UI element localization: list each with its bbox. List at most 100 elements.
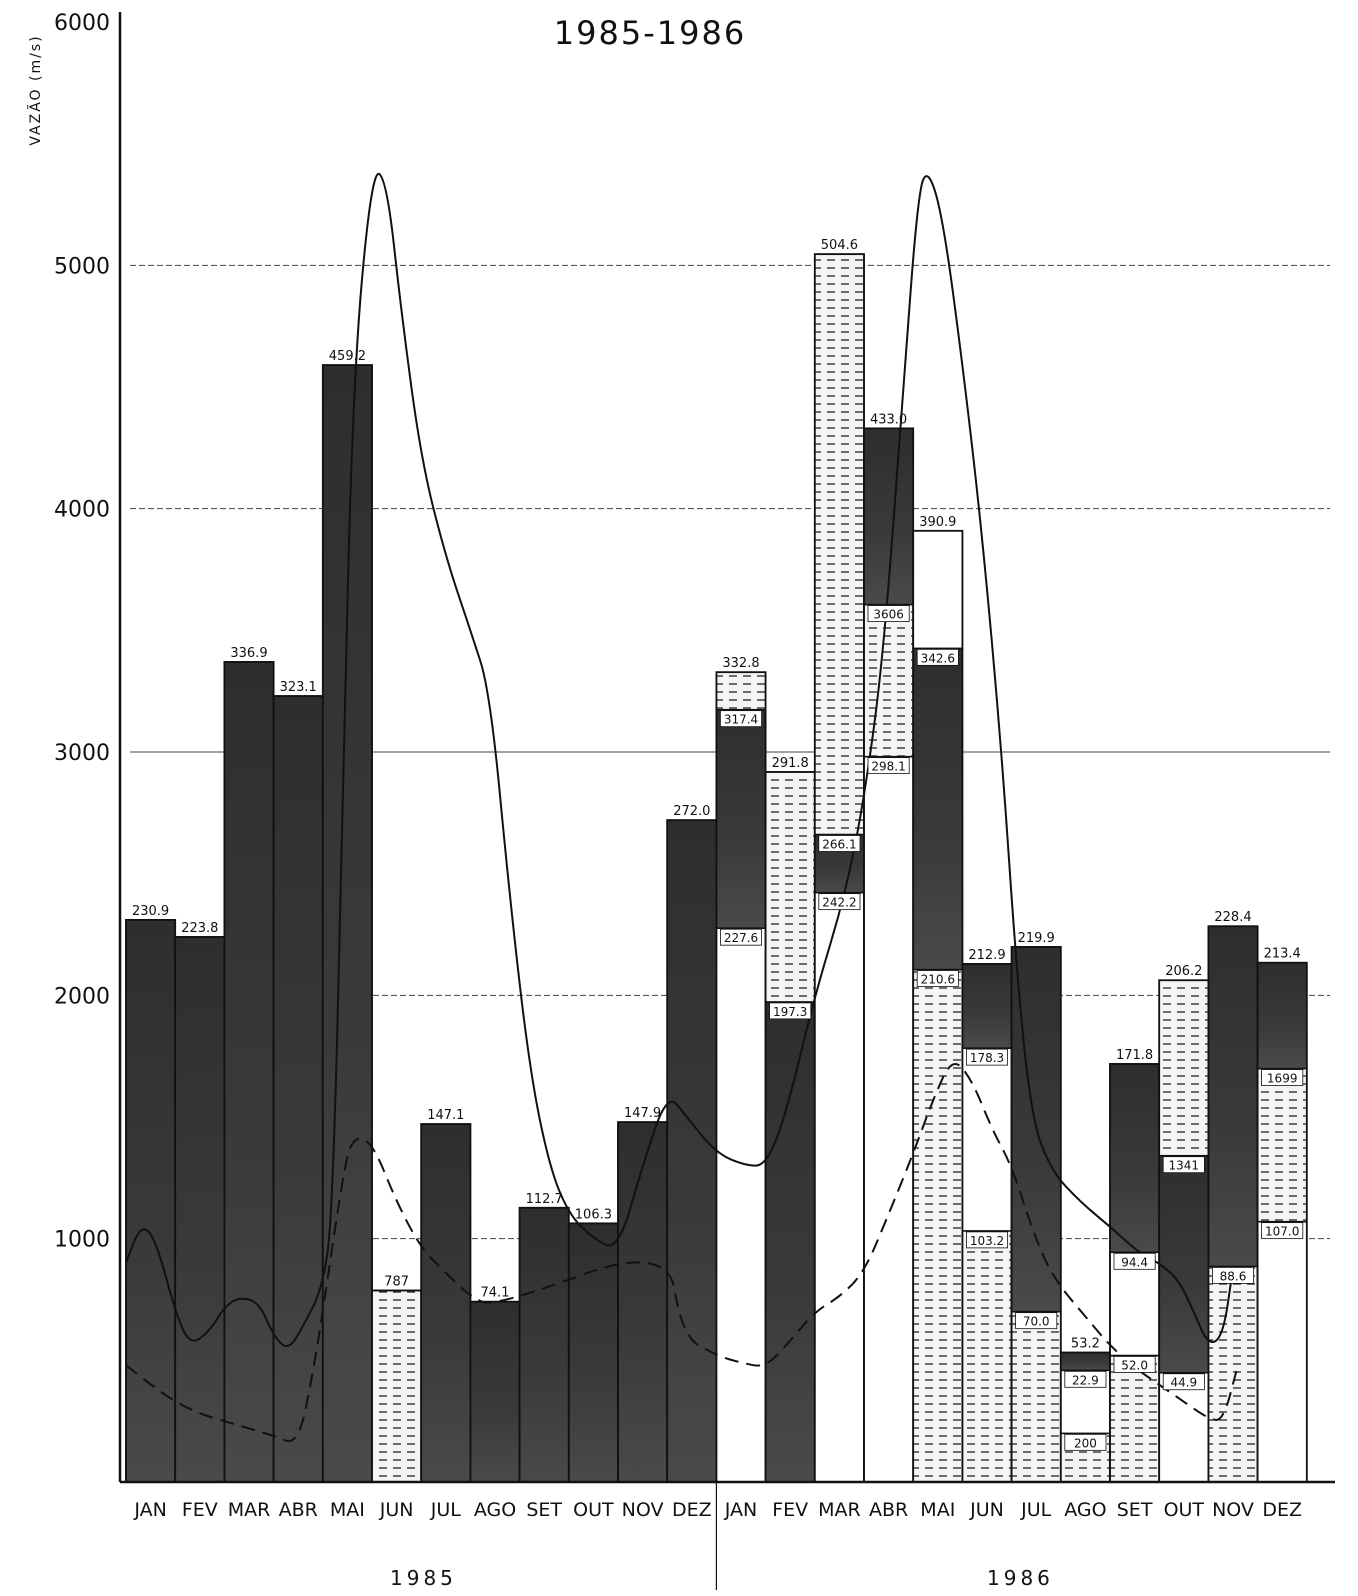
bar-segment <box>1158 1154 1210 1374</box>
bar-inner-label: 242.2 <box>822 896 856 910</box>
bar-value-label: 332.8 <box>722 656 759 671</box>
bar-segment <box>715 927 767 1483</box>
bar-value-label: 112.7 <box>526 1192 563 1207</box>
bar-value-label: 206.2 <box>1165 964 1202 979</box>
y-tick-label: 3000 <box>54 741 110 766</box>
bar-value-label: 213.4 <box>1264 947 1301 962</box>
bar-inner-label-box <box>867 757 910 775</box>
bar-inner-label: 210.6 <box>921 973 955 987</box>
bar-inner-label-box <box>1064 1370 1107 1388</box>
bar-segment <box>1060 1351 1111 1372</box>
bar-segment <box>1109 1063 1160 1254</box>
bar-segment <box>1207 1265 1259 1483</box>
x-tick-label: JAN <box>724 1499 757 1521</box>
bar-inner-label: 266.1 <box>822 837 856 851</box>
bar-inner-label-box <box>1015 1312 1058 1330</box>
bar-value-label: 459.2 <box>329 349 366 364</box>
bar-inner-label-box <box>1064 1433 1107 1451</box>
bar-inner-label-box <box>966 1048 1009 1066</box>
bar-inner-label: 52.0 <box>1121 1358 1148 1372</box>
x-tick-label: JUN <box>969 1499 1004 1521</box>
x-tick-label: JUL <box>1020 1499 1052 1521</box>
bar-segment <box>568 1222 619 1483</box>
x-tick-label: SET <box>526 1499 562 1521</box>
x-tick-label: FEV <box>772 1499 808 1521</box>
bar-segment <box>223 661 275 1483</box>
bar-inner-label-box <box>1261 1222 1304 1240</box>
solid-series-line <box>125 172 1234 1348</box>
y-tick-label: 1000 <box>54 1228 110 1253</box>
bar-segment <box>420 1123 472 1483</box>
bar-segment <box>272 695 324 1483</box>
bar-inner-label-box <box>916 648 959 666</box>
bar-value-label: 212.9 <box>968 948 1005 963</box>
bar-segment <box>322 364 373 1483</box>
year-label-1985: 1985 <box>390 1566 457 1590</box>
x-tick-label: DEZ <box>1262 1499 1302 1521</box>
y-tick-label: 2000 <box>54 984 110 1009</box>
bar-segment <box>814 891 865 1483</box>
x-tick-label: AGO <box>474 1499 516 1521</box>
x-tick-label: NOV <box>622 1499 664 1521</box>
bar-segment <box>764 771 816 1003</box>
bar-inner-label: 298.1 <box>871 760 905 774</box>
bar-value-label: 171.8 <box>1116 1048 1153 1063</box>
bar-inner-label-box <box>1162 1373 1205 1391</box>
bar-segment <box>715 708 767 929</box>
x-tick-label: NOV <box>1212 1499 1254 1521</box>
bar-inner-label: 44.9 <box>1170 1376 1197 1390</box>
bar-segment <box>174 936 226 1483</box>
bar-segment <box>518 1207 570 1483</box>
bar-segment <box>1256 1220 1308 1483</box>
x-tick-label: AGO <box>1064 1499 1106 1521</box>
bar-value-label: 291.8 <box>772 756 809 771</box>
x-tick-label: ABR <box>869 1499 908 1521</box>
x-tick-label: ABR <box>279 1499 318 1521</box>
bar-inner-label-box <box>1261 1069 1304 1086</box>
bar-segment <box>1256 1067 1308 1223</box>
bar-value-label: 106.3 <box>575 1207 612 1222</box>
x-tick-label: JUL <box>430 1499 462 1521</box>
bar-segment <box>961 1230 1013 1483</box>
bar-segment <box>617 1121 668 1483</box>
chart-title: 1985-1986 <box>553 14 747 52</box>
bar-value-label: 390.9 <box>919 515 956 530</box>
bar-segment <box>814 253 865 836</box>
bar-segment <box>666 819 718 1483</box>
x-tick-label: MAR <box>818 1499 861 1521</box>
bar-inner-label-box <box>1113 1252 1156 1270</box>
bar-value-label: 223.8 <box>181 921 218 936</box>
bar-segment <box>1207 925 1259 1268</box>
bar-value-label: 433.0 <box>870 412 907 427</box>
x-tick-label: OUT <box>1164 1499 1205 1521</box>
y-tick-label: 6000 <box>54 11 110 36</box>
bar-value-label: 53.2 <box>1071 1337 1100 1352</box>
bar-inner-label: 94.4 <box>1121 1255 1148 1269</box>
bar-inner-label: 227.6 <box>724 931 758 945</box>
x-tick-label: JAN <box>133 1499 166 1521</box>
dashed-series-line <box>125 1063 1239 1443</box>
y-tick-label: 4000 <box>54 498 110 523</box>
bar-inner-label: 197.3 <box>773 1005 807 1019</box>
bar-inner-label: 1341 <box>1169 1159 1200 1173</box>
year-label-1986: 1986 <box>987 1566 1054 1590</box>
bar-inner-label: 200 <box>1074 1436 1097 1450</box>
bar-segment <box>961 1047 1013 1232</box>
bar-inner-label-box <box>1162 1156 1205 1174</box>
bar-value-label: 336.9 <box>230 646 267 661</box>
x-tick-label: MAR <box>228 1499 271 1521</box>
x-tick-label: OUT <box>573 1499 614 1521</box>
bar-inner-label-box <box>867 605 910 622</box>
bar-inner-label-box <box>916 970 959 987</box>
bar-inner-label-box <box>720 928 763 946</box>
bar-segment <box>912 647 964 971</box>
bar-inner-label-box <box>769 1002 812 1020</box>
bar-value-label: 230.9 <box>132 904 169 919</box>
bar-inner-label: 103.2 <box>970 1234 1004 1248</box>
bar-value-label: 787 <box>384 1274 409 1289</box>
bar-segment <box>469 1300 521 1483</box>
bar-inner-label-box <box>818 893 861 911</box>
bar-inner-label: 22.9 <box>1072 1373 1099 1387</box>
bar-value-label: 504.6 <box>821 238 858 253</box>
x-tick-label: SET <box>1117 1499 1153 1521</box>
